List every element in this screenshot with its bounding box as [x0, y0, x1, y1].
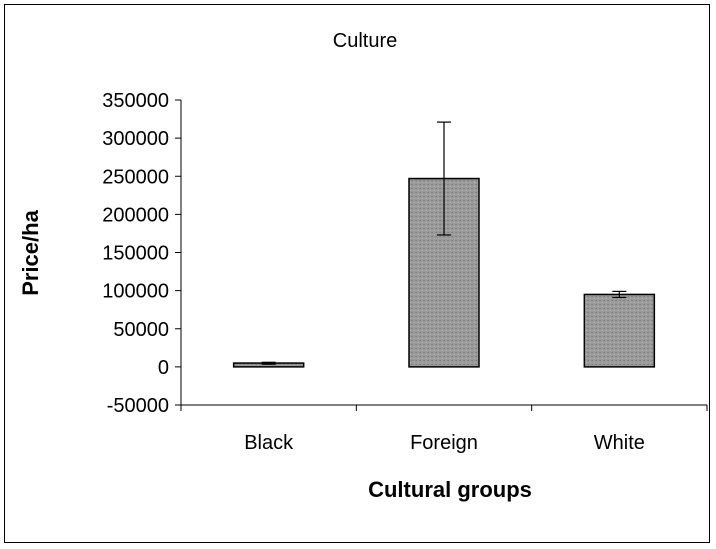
y-tick-label: -50000 [107, 395, 169, 417]
y-tick-label: 200000 [102, 204, 169, 226]
x-tick-label: White [594, 432, 645, 454]
x-axis-label: Cultural groups [368, 477, 532, 502]
y-tick-label: 150000 [102, 243, 169, 265]
y-tick-label: 0 [158, 357, 169, 379]
chart-frame [4, 4, 710, 543]
y-tick-label: 50000 [113, 319, 169, 341]
chart-title: Culture [333, 30, 397, 52]
y-axis-label: Price/ha [18, 209, 43, 295]
x-tick-label: Black [244, 432, 294, 454]
plot-area: 350000 300000 250000 200000 150000 100000 5000… [102, 90, 708, 454]
y-tick-label: 300000 [102, 128, 169, 150]
x-tick-label: Foreign [410, 432, 478, 454]
y-tick-label: 100000 [102, 281, 169, 303]
y-tick-label: 250000 [102, 166, 169, 188]
bar-white [583, 293, 656, 368]
y-tick-label: 350000 [102, 90, 169, 112]
